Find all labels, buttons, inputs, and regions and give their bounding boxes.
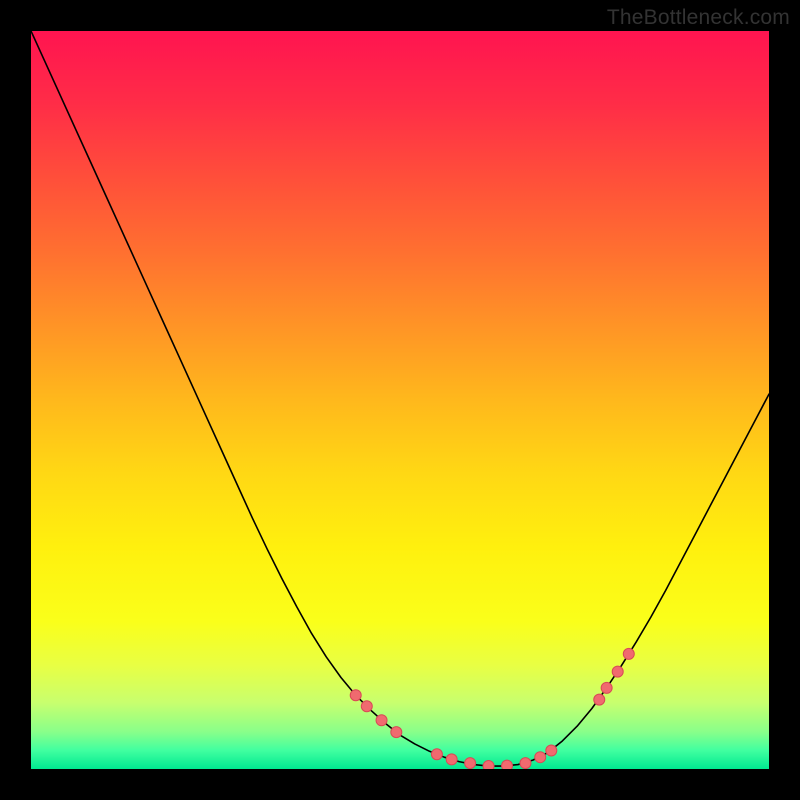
data-marker [391,727,402,738]
data-marker [612,666,623,677]
data-marker [465,758,476,769]
data-marker [361,701,372,712]
data-marker [376,715,387,726]
data-marker [502,760,513,769]
data-marker [446,754,457,765]
data-marker [535,752,546,763]
data-marker [623,648,634,659]
gradient-background [31,31,769,769]
data-marker [546,745,557,756]
plot-area [31,31,769,769]
watermark-text: TheBottleneck.com [607,6,790,30]
chart-frame: TheBottleneck.com [0,0,800,800]
data-marker [483,761,494,769]
data-marker [350,690,361,701]
data-marker [601,682,612,693]
data-marker [431,749,442,760]
data-marker [520,758,531,769]
data-marker [594,694,605,705]
plot-svg [31,31,769,769]
